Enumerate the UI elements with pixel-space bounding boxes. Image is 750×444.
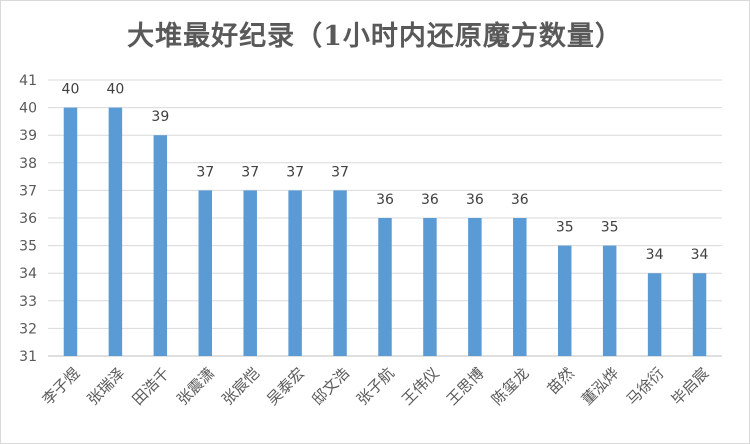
x-tick-label: 毕启宸 <box>668 364 713 409</box>
data-label: 37 <box>241 164 259 180</box>
y-tick-label: 38 <box>19 156 37 172</box>
y-tick-label: 39 <box>19 128 37 144</box>
y-tick-label: 37 <box>19 183 37 199</box>
y-tick-label: 41 <box>19 73 37 89</box>
y-tick-label: 36 <box>19 211 37 227</box>
bar <box>692 273 707 356</box>
bar <box>108 107 123 356</box>
data-label: 39 <box>151 109 169 125</box>
x-tick-label: 王伟仪 <box>398 364 443 409</box>
data-label: 37 <box>286 164 304 180</box>
data-label: 36 <box>376 192 394 208</box>
data-label: 34 <box>691 247 709 263</box>
data-label: 37 <box>331 164 349 180</box>
y-axis-ticks: 31 32 33 34 35 36 37 38 39 40 41 <box>19 73 37 365</box>
x-tick-label: 张子航 <box>353 364 398 409</box>
x-tick-label: 张瑞泽 <box>84 364 129 409</box>
bar <box>198 190 213 356</box>
x-axis-ticks: 李子煜 张瑞泽 田浩千 张震潇 张宸恺 吴泰宏 邸文浩 张子航 王伟仪 王思博 陈玺龙 苗然 董泓烨 马徐… <box>39 364 713 409</box>
data-label: 40 <box>106 82 124 98</box>
y-tick-label: 32 <box>19 321 37 337</box>
x-tick-label: 陈玺龙 <box>488 364 533 409</box>
x-tick-label: 马徐衍 <box>623 364 668 409</box>
y-tick-label: 31 <box>19 349 37 365</box>
bar <box>647 273 662 356</box>
data-label: 36 <box>511 192 529 208</box>
data-label: 35 <box>556 220 574 236</box>
y-tick-label: 33 <box>19 294 37 310</box>
x-tick-label: 张震潇 <box>174 364 219 409</box>
data-label: 34 <box>646 247 664 263</box>
y-tick-label: 34 <box>19 266 37 282</box>
bar <box>602 245 617 356</box>
bar <box>513 218 527 356</box>
bar <box>468 218 482 356</box>
x-tick-label: 吴泰宏 <box>263 364 308 409</box>
x-tick-label: 邸文浩 <box>308 364 353 409</box>
data-label: 35 <box>601 220 619 236</box>
y-tick-label: 35 <box>19 239 37 255</box>
x-tick-label: 李子煜 <box>39 364 84 409</box>
x-tick-label: 张宸恺 <box>218 364 263 409</box>
x-tick-label: 王思博 <box>443 364 488 409</box>
data-label: 36 <box>421 192 439 208</box>
x-tick-label: 董泓烨 <box>578 364 623 409</box>
data-label: 36 <box>466 192 484 208</box>
bar <box>378 218 392 356</box>
bar <box>557 245 572 356</box>
chart-title: 大堆最好纪录（1小时内还原魔方数量） <box>127 21 623 52</box>
data-label: 37 <box>196 164 214 180</box>
x-tick-label: 苗然 <box>544 364 578 398</box>
bar <box>63 107 78 356</box>
data-label: 40 <box>62 82 80 98</box>
bar <box>333 190 347 356</box>
bar <box>153 135 168 356</box>
data-labels: 40 40 39 37 37 37 37 36 36 36 36 35 35 34 34 <box>62 82 709 264</box>
bar <box>243 190 257 356</box>
bars <box>63 107 707 356</box>
x-tick-label: 田浩千 <box>129 364 174 409</box>
bar <box>423 218 437 356</box>
y-tick-label: 40 <box>19 101 37 117</box>
bar <box>288 190 302 356</box>
